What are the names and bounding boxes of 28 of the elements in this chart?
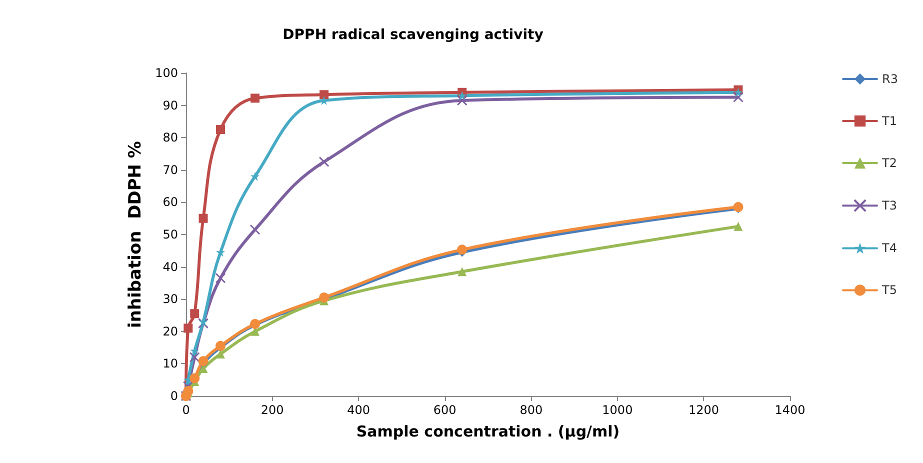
x-axis-title: Sample concentration . (µg/ml) bbox=[356, 422, 620, 440]
y-tick-label: 70 bbox=[162, 162, 178, 177]
legend-label: T4 bbox=[881, 241, 897, 256]
y-tick-label: 10 bbox=[162, 356, 178, 371]
y-tick-label: 30 bbox=[162, 292, 178, 306]
y-tick-label: 0 bbox=[170, 389, 178, 403]
y-tick-label: 90 bbox=[162, 98, 178, 112]
x-tick-label: 1000 bbox=[602, 403, 633, 417]
x-tick-label: 1200 bbox=[688, 403, 719, 417]
y-axis-title: inhibation DDPH % bbox=[126, 141, 146, 328]
x-tick-label: 400 bbox=[347, 403, 370, 417]
y-tick-label: 60 bbox=[162, 195, 178, 210]
y-tick-label: 50 bbox=[162, 228, 178, 242]
legend-label: T2 bbox=[881, 156, 897, 170]
legend-label: T5 bbox=[881, 283, 897, 298]
y-tick-label: 100 bbox=[155, 66, 178, 80]
x-tick-label: 0 bbox=[182, 403, 190, 417]
legend-label: R3 bbox=[882, 72, 898, 86]
y-tick-label: 20 bbox=[162, 324, 178, 338]
legend-label: T1 bbox=[881, 114, 897, 128]
x-tick-label: 600 bbox=[433, 403, 456, 417]
x-tick-label: 1400 bbox=[774, 403, 806, 417]
x-tick-label: 200 bbox=[260, 403, 284, 417]
y-tick-label: 40 bbox=[162, 260, 178, 274]
y-tick-label: 80 bbox=[162, 130, 178, 145]
chart-title: DPPH radical scavenging activity bbox=[282, 27, 544, 43]
x-tick-label: 800 bbox=[520, 403, 543, 417]
legend-label: T3 bbox=[881, 198, 897, 213]
